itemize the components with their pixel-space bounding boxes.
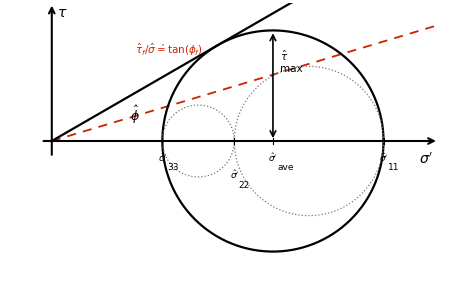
Text: $\hat{\phi}$: $\hat{\phi}$: [130, 103, 140, 125]
Text: $\hat{\sigma}'$: $\hat{\sigma}'$: [229, 169, 239, 181]
Text: $\hat{\sigma}'$: $\hat{\sigma}'$: [379, 151, 388, 164]
Text: $\hat{\sigma}'$: $\hat{\sigma}'$: [268, 151, 278, 164]
Text: $\hat{\tau}_f/\hat{\sigma}\'=\mathrm{tan}(\phi_f)$: $\hat{\tau}_f/\hat{\sigma}\'=\mathrm{tan…: [135, 42, 202, 58]
Text: 22: 22: [238, 181, 250, 190]
Text: 33: 33: [167, 163, 178, 172]
Text: 11: 11: [388, 163, 400, 172]
Text: $\hat{\sigma}'$: $\hat{\sigma}'$: [158, 151, 167, 164]
Text: ave: ave: [277, 163, 294, 172]
Text: $\tau$: $\tau$: [57, 6, 68, 19]
Text: $\hat{\tau}$
max: $\hat{\tau}$ max: [280, 49, 302, 74]
Text: $\sigma'$: $\sigma'$: [419, 152, 433, 167]
